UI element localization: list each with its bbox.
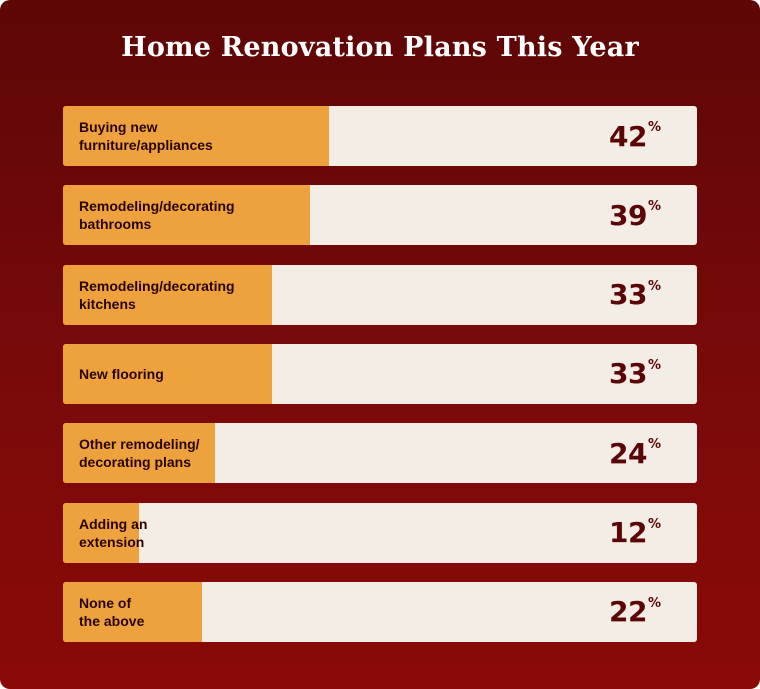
bar-value-unit: % xyxy=(647,357,661,373)
bar xyxy=(63,502,140,563)
bar xyxy=(63,264,273,325)
bar-row: Adding an extension 12% xyxy=(63,502,697,563)
bar xyxy=(63,106,330,166)
bar-value-label: 22% xyxy=(609,582,661,642)
bar-value-unit: % xyxy=(647,278,661,294)
bar-value-unit: % xyxy=(647,595,661,611)
bar-row: None of the above 22% xyxy=(63,581,697,642)
bar-value-label: 12% xyxy=(609,503,661,563)
bar-label: Remodeling/decorating kitchens xyxy=(79,277,235,312)
bar-value-label: 42% xyxy=(609,106,661,166)
bar-value-number: 12 xyxy=(609,516,647,549)
bar-value-label: 24% xyxy=(609,423,661,483)
bar-value-unit: % xyxy=(647,516,661,532)
bar-value-unit: % xyxy=(647,437,661,453)
bar-value-number: 39 xyxy=(609,198,647,232)
bar-label: Other remodeling/ decorating plans xyxy=(79,436,200,471)
bar-label: New flooring xyxy=(79,365,164,382)
bar-row: Remodeling/decorating bathrooms 39% xyxy=(63,185,697,246)
bar-value-label: 39% xyxy=(609,185,661,245)
bar-label: None of the above xyxy=(79,594,145,629)
bar-label: Buying new furniture/appliances xyxy=(79,119,213,153)
bar xyxy=(63,343,273,404)
bar-value-number: 42 xyxy=(609,119,647,153)
bar-value-number: 33 xyxy=(609,278,647,312)
bar-label: Adding an extension xyxy=(79,515,148,550)
bar-row: New flooring 33% xyxy=(63,343,697,404)
bar-value-unit: % xyxy=(647,120,661,135)
bar-row: Remodeling/decorating kitchens 33% xyxy=(63,264,697,325)
bar-value-number: 33 xyxy=(609,357,647,391)
bar-value-unit: % xyxy=(647,199,661,215)
bar-value-number: 24 xyxy=(609,436,647,470)
bar xyxy=(63,423,216,484)
chart-title: Home Renovation Plans This Year xyxy=(121,32,639,63)
bar xyxy=(63,581,203,642)
bar-row: Buying new furniture/appliances 42% xyxy=(63,106,697,166)
bar-value-label: 33% xyxy=(609,344,661,404)
bar xyxy=(63,185,311,246)
bar-row: Other remodeling/ decorating plans 24% xyxy=(63,423,697,484)
bar-value-label: 33% xyxy=(609,265,661,325)
bar-value-number: 22 xyxy=(609,595,647,629)
bar-label: Remodeling/decorating bathrooms xyxy=(79,198,235,233)
